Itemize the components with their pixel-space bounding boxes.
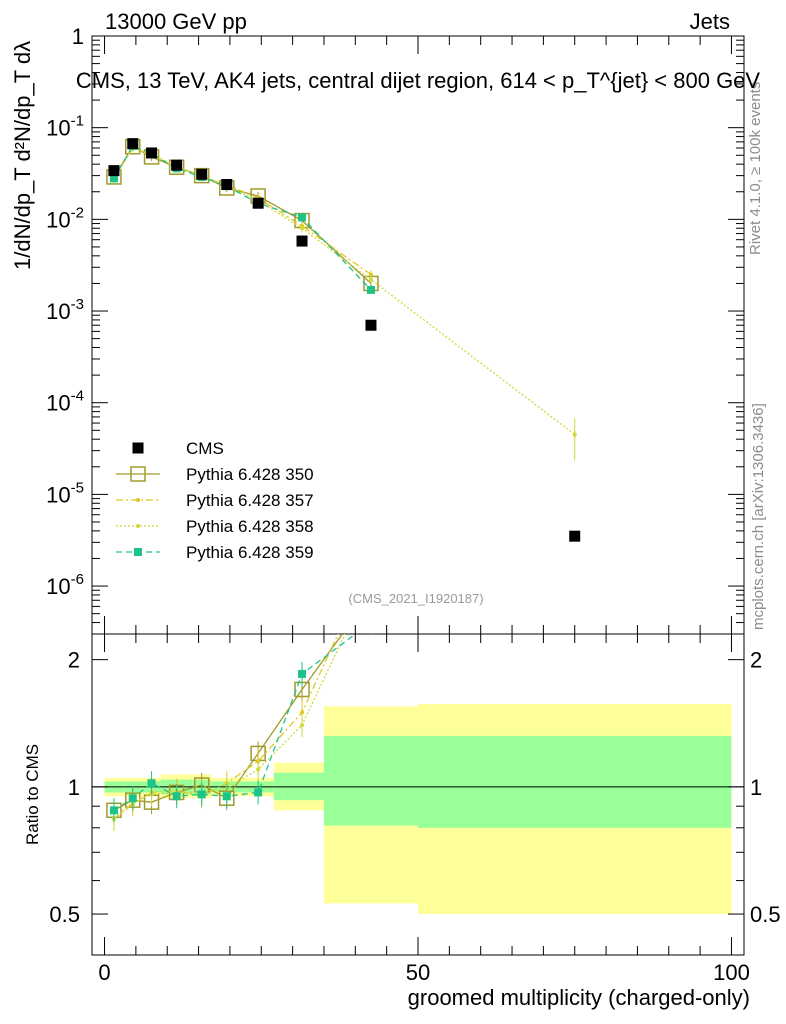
ratio-y-label: Ratio to CMS — [23, 744, 42, 845]
ratio-point — [300, 710, 305, 715]
legend-label: Pythia 6.428 350 — [186, 465, 314, 484]
x-tick-label: 50 — [406, 960, 430, 985]
main-y-tick-label: 10-3 — [46, 296, 84, 324]
data-point — [366, 285, 375, 294]
header-left: 13000 GeV pp — [105, 9, 247, 34]
analysis-tag: (CMS_2021_I1920187) — [348, 591, 483, 606]
ratio-point — [128, 794, 137, 803]
ratio-y-tick-label: 1 — [68, 775, 80, 800]
legend-marker — [136, 524, 140, 528]
ratio-y-tick-label-right: 0.5 — [750, 902, 781, 927]
ratio-point — [109, 806, 118, 815]
data-point — [298, 213, 307, 222]
data-point — [146, 147, 158, 159]
rivet-label: Rivet 4.1.0, ≥ 100k events — [747, 82, 764, 255]
title-text: CMS, 13 TeV, AK4 jets, central dijet reg… — [76, 68, 761, 93]
series-line — [113, 146, 576, 436]
legend-marker — [134, 548, 142, 556]
data-point — [127, 138, 139, 150]
ratio-point — [147, 779, 156, 788]
x-tick-label: 100 — [713, 960, 750, 985]
ratio-y-tick-label-right: 1 — [750, 775, 762, 800]
data-point — [221, 178, 233, 190]
series-line — [113, 145, 372, 291]
data-point — [296, 235, 308, 247]
ratio-y-tick-label: 0.5 — [49, 902, 80, 927]
legend-marker — [132, 442, 144, 454]
data-point — [193, 167, 210, 184]
axis-ticks: 10-6 10-5 10-4 10-3 10-2 10-1 1 0 50 100 0.5 0.5 1 1 2… — [46, 24, 780, 985]
series-line — [113, 145, 372, 284]
main-series-layer — [106, 138, 581, 542]
main-y-tick-label: 10-4 — [46, 388, 84, 416]
ratio-line — [113, 634, 357, 811]
legend-label: CMS — [186, 439, 224, 458]
main-title: CMS, 13 TeV, AK4 jets, central dijet reg… — [76, 68, 761, 93]
legend-label: Pythia 6.428 357 — [186, 491, 314, 510]
data-point — [368, 272, 373, 277]
x-axis-label: groomed multiplicity (charged-only) — [408, 985, 750, 1010]
ratio-point — [222, 792, 231, 801]
main-y-tick-label: 10-1 — [46, 113, 84, 141]
ratio-point — [369, 560, 373, 564]
main-y-tick-label: 10-2 — [46, 204, 84, 232]
main-y-label-text: 1/dN/dp_T d²N/dp_T dλ — [10, 41, 35, 270]
ratio-point — [300, 723, 305, 728]
ratio-point — [298, 669, 307, 678]
x-tick-label: 0 — [98, 960, 110, 985]
data-point — [108, 165, 120, 177]
ratio-point — [197, 790, 206, 799]
ratio-point — [367, 618, 375, 626]
legend-label: Pythia 6.428 358 — [186, 517, 314, 536]
ratio-uncertainty-bands — [92, 704, 744, 915]
legend-label: Pythia 6.428 359 — [186, 543, 314, 562]
ratio-point — [172, 792, 181, 801]
series-line — [113, 147, 372, 276]
mcplots-label: mcplots.cern.ch [arXiv:1306.3436] — [750, 403, 767, 630]
data-point — [368, 277, 373, 282]
main-y-label: 1/dN/dp_T d²N/dp_T dλ — [10, 41, 35, 270]
main-y-tick-label: 10-5 — [46, 479, 84, 507]
data-point — [569, 530, 581, 542]
data-point — [109, 174, 118, 183]
main-y-tick-label: 1 — [72, 24, 84, 49]
data-point — [252, 197, 264, 209]
data-point — [171, 159, 183, 171]
legend-marker — [130, 466, 146, 482]
ratio-y-tick-label: 2 — [68, 648, 80, 673]
main-y-tick-label: 10-6 — [46, 571, 84, 599]
data-point — [300, 226, 305, 231]
ratio-point — [254, 788, 263, 797]
ratio-point — [256, 767, 261, 772]
data-point — [196, 168, 208, 180]
ratio-y-tick-label-right: 2 — [750, 648, 762, 673]
legend-marker — [136, 498, 140, 502]
inner-band — [418, 735, 732, 828]
ratio-point — [369, 577, 373, 581]
inner-band — [323, 735, 418, 826]
header-right: Jets — [690, 9, 730, 34]
data-point — [365, 319, 377, 331]
ratio-series-layer — [106, 560, 375, 831]
legend: CMS Pythia 6.428 350 Pythia 6.428 357 Pythi… — [116, 439, 314, 562]
